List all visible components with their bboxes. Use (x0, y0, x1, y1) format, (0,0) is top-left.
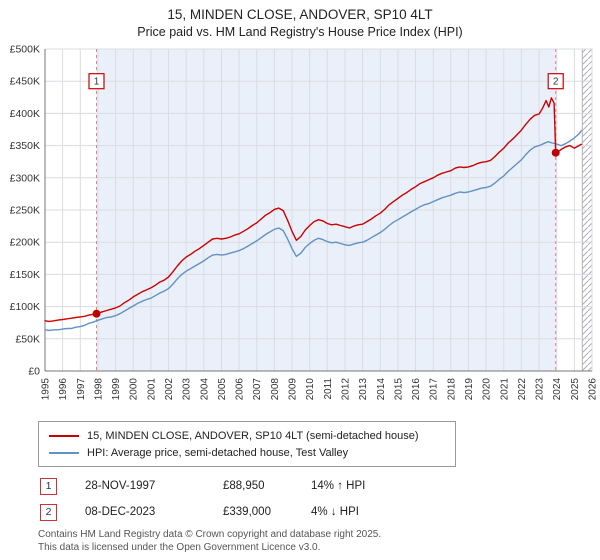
x-tick-label: 2013 (358, 378, 369, 401)
transaction-1-price: £88,950 (223, 480, 265, 492)
sale-point-dot (92, 309, 101, 318)
x-tick-label: 2021 (499, 378, 510, 401)
x-tick-label: 2010 (305, 378, 316, 401)
x-tick-label: 2026 (588, 378, 599, 401)
x-tick-label: 2025 (570, 378, 581, 401)
x-tick-label: 2016 (411, 378, 422, 401)
x-tick-label: 1997 (76, 378, 87, 401)
y-tick-label: £200K (10, 237, 40, 249)
x-tick-label: 1995 (41, 378, 52, 401)
x-tick-label: 2009 (288, 378, 299, 401)
x-tick-label: 2017 (429, 378, 440, 401)
legend-row-property: 15, MINDEN CLOSE, ANDOVER, SP10 4LT (sem… (47, 427, 447, 444)
x-tick-label: 2002 (164, 378, 175, 401)
y-tick-label: £500K (10, 44, 40, 56)
x-tick-label: 2022 (517, 378, 528, 401)
hpi-line-sample (49, 451, 79, 454)
y-tick-label: £250K (10, 205, 40, 217)
x-tick-label: 2008 (270, 378, 281, 401)
transaction-1-marker: 1 (40, 477, 57, 495)
x-tick-label: 2006 (235, 378, 246, 401)
x-tick-label: 2020 (482, 378, 493, 401)
x-tick-label: 1999 (111, 378, 122, 401)
y-tick-label: £100K (10, 301, 40, 313)
y-tick-label: £350K (10, 140, 40, 152)
table-row: 1 28-NOV-1997 £88,950 14% ↑ HPI (40, 477, 600, 495)
table-row: 2 08-DEC-2023 £339,000 4% ↓ HPI (40, 503, 600, 521)
y-tick-label: £0 (28, 366, 40, 378)
x-tick-label: 2007 (252, 378, 263, 401)
sale-marker-number: 2 (553, 77, 559, 88)
chart-title-block: 15, MINDEN CLOSE, ANDOVER, SP10 4LT Pric… (0, 0, 600, 39)
legend-label-hpi: HPI: Average price, semi-detached house,… (87, 446, 349, 459)
x-tick-label: 2012 (341, 378, 352, 401)
x-tick-label: 2023 (535, 378, 546, 401)
y-tick-label: £50K (15, 333, 40, 345)
x-tick-label: 2011 (323, 378, 334, 400)
transaction-1-date: 28-NOV-1997 (85, 480, 156, 492)
sale-marker-box (88, 73, 105, 90)
transactions-table: 1 28-NOV-1997 £88,950 14% ↑ HPI 2 08-DEC… (40, 477, 600, 521)
y-tick-label: £450K (10, 76, 40, 88)
page-subtitle: Price paid vs. HM Land Registry's House … (137, 25, 463, 39)
y-tick-label: £150K (10, 269, 40, 281)
sale-marker-number: 1 (94, 77, 100, 88)
y-tick-label: £300K (10, 172, 40, 184)
x-tick-label: 2015 (393, 378, 404, 401)
legend-label-property: 15, MINDEN CLOSE, ANDOVER, SP10 4LT (sem… (87, 429, 419, 442)
x-tick-label: 2005 (217, 378, 228, 401)
x-tick-label: 2014 (376, 378, 387, 401)
y-tick-label: £400K (10, 108, 40, 120)
property-price-line (44, 97, 583, 323)
footer-line-2: This data is licensed under the Open Gov… (38, 541, 321, 553)
x-tick-label: 2004 (199, 378, 210, 401)
transaction-2-marker: 2 (40, 503, 57, 521)
x-tick-label: 2001 (146, 378, 157, 401)
transaction-2-price: £339,000 (223, 506, 271, 518)
x-tick-label: 1998 (93, 378, 104, 401)
x-tick-label: 1996 (58, 378, 69, 401)
sale-point-dot (551, 148, 560, 157)
x-tick-label: 2000 (129, 378, 140, 401)
x-tick-label: 2019 (464, 378, 475, 401)
x-tick-label: 2024 (552, 378, 563, 401)
transaction-2-hpi-delta: 4% ↓ HPI (311, 506, 359, 518)
footer-line-1: Contains HM Land Registry data © Crown c… (38, 529, 382, 540)
legend: 15, MINDEN CLOSE, ANDOVER, SP10 4LT (sem… (38, 421, 456, 467)
transaction-2-date: 08-DEC-2023 (85, 506, 156, 518)
legend-row-hpi: HPI: Average price, semi-detached house,… (47, 444, 447, 461)
x-tick-label: 2018 (446, 378, 457, 401)
x-tick-label: 2003 (182, 378, 193, 401)
hpi-line (44, 130, 583, 332)
sale-marker-box (547, 73, 564, 90)
license-footer: Contains HM Land Registry data © Crown c… (38, 529, 600, 554)
transaction-1-hpi-delta: 14% ↑ HPI (311, 480, 366, 492)
page-title: 15, MINDEN CLOSE, ANDOVER, SP10 4LT (167, 7, 433, 22)
price-history-chart: 1 2 £0 £50K £100K £150K £200K £250K £300K £350K £4… (10, 44, 599, 401)
property-line-sample (49, 434, 79, 437)
